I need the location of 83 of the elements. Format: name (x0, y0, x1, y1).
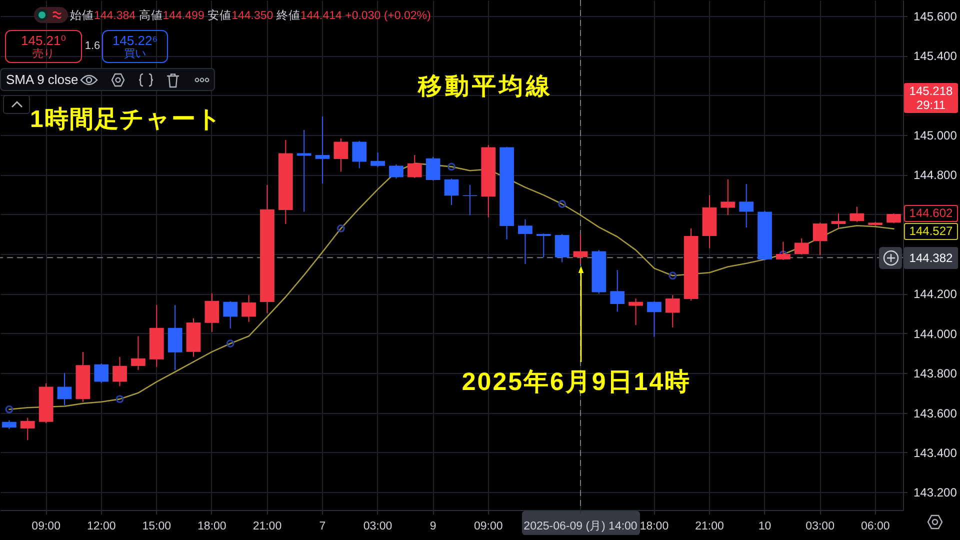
candlestick (94, 363, 109, 384)
text: 始値144.384 高値144.499 安値144.350 終値144.414 +0.030 (+0.02%) (70, 10, 431, 22)
candlestick (426, 156, 440, 182)
y-tick-label: 144.800 (914, 168, 958, 182)
point (5, 405, 14, 414)
x-tick-label: 7 (319, 520, 326, 532)
candlestick (886, 212, 901, 224)
candlestick (389, 164, 404, 180)
y-tick-label: 143.600 (914, 406, 958, 420)
annotation: SMA 9 close (6, 72, 78, 87)
x-tick-label: 15:00 (142, 520, 172, 532)
candlestick (370, 152, 385, 168)
point (116, 395, 124, 404)
x-tick-label: 9 (430, 520, 436, 532)
annotation: 移動平均線 (418, 73, 553, 101)
y-tick-label: 143.400 (914, 446, 958, 460)
annotation: 145.21⁰ (20, 33, 67, 48)
annotation: 1.6 (84, 40, 101, 52)
x-tick-label: 2025-06-09 (月) 14:00 (524, 520, 638, 532)
price-tag: 145.218 29:11 (904, 83, 958, 113)
point (226, 340, 234, 348)
x-tick-label: 18:00 (640, 520, 669, 532)
price-tag: 144.602 (904, 205, 958, 222)
candlestick (242, 294, 256, 322)
candlestick (57, 372, 72, 406)
line-series (8, 162, 894, 410)
candlestick (573, 234, 588, 264)
candlestick (628, 298, 643, 326)
candlestick (610, 270, 625, 312)
price-tag: 144.527 (904, 223, 958, 240)
point (336, 224, 345, 232)
x-tick-label: 06:00 (860, 520, 890, 532)
candlestick (720, 178, 736, 216)
candlestick (334, 138, 348, 172)
candlestick (536, 233, 551, 258)
y-tick-label: 144.000 (914, 326, 958, 341)
x-tick-label: 12:00 (86, 520, 116, 532)
annotation: 売り (32, 48, 56, 61)
x-tick-label: 09:00 (32, 520, 60, 532)
candlestick (831, 212, 846, 229)
candlestick (352, 140, 367, 169)
x-tick-label: 03:00 (806, 520, 834, 532)
y-tick-label: 145.600 (914, 9, 958, 24)
y-tick-label: 145.400 (914, 49, 958, 64)
candlestick (850, 206, 864, 222)
candlestick (647, 300, 662, 338)
candlestick (776, 241, 790, 260)
annotation: 145.22⁶ (111, 33, 159, 48)
candlestick (444, 178, 459, 206)
candlestick (204, 292, 220, 332)
indicator-chip: SMA 9 close (0, 68, 215, 91)
candlestick (315, 116, 330, 184)
x-tick-label: 18:00 (198, 520, 226, 532)
candlestick (665, 294, 680, 328)
candlestick (223, 300, 238, 329)
y-tick-label: 145.000 (914, 128, 958, 142)
candlestick (739, 183, 754, 228)
y-tick-label: 144.200 (914, 287, 958, 302)
candlestick (407, 154, 422, 179)
buy-button: 145.22⁶ 買い (102, 30, 168, 63)
x-tick-label: 21:00 (695, 520, 724, 532)
annotation: 1時間足チャート (30, 106, 222, 134)
y-tick-label: 143.200 (914, 486, 958, 500)
x-tick-label: 03:00 (363, 520, 392, 532)
candlestick (518, 218, 532, 265)
point (668, 272, 677, 280)
candlestick (794, 238, 809, 256)
candlestick (131, 336, 146, 371)
annotation: 2025年6月9日14時 (462, 368, 692, 396)
annotation: 買い (123, 48, 147, 61)
candlestick (812, 222, 828, 256)
candlestick (112, 356, 127, 387)
candlestick (296, 129, 312, 212)
x-tick-label: 21:00 (252, 520, 282, 532)
point (558, 200, 566, 208)
x-tick-label: 10 (758, 520, 772, 532)
point (448, 162, 456, 171)
candlestick (20, 417, 35, 441)
x-tick-label: 09:00 (474, 520, 503, 532)
y-tick-label: 143.800 (914, 366, 958, 381)
ref-line-label: 144.382 (904, 246, 958, 269)
candlestick (554, 234, 570, 263)
sell-button: 145.21⁰ 売り (5, 30, 82, 63)
